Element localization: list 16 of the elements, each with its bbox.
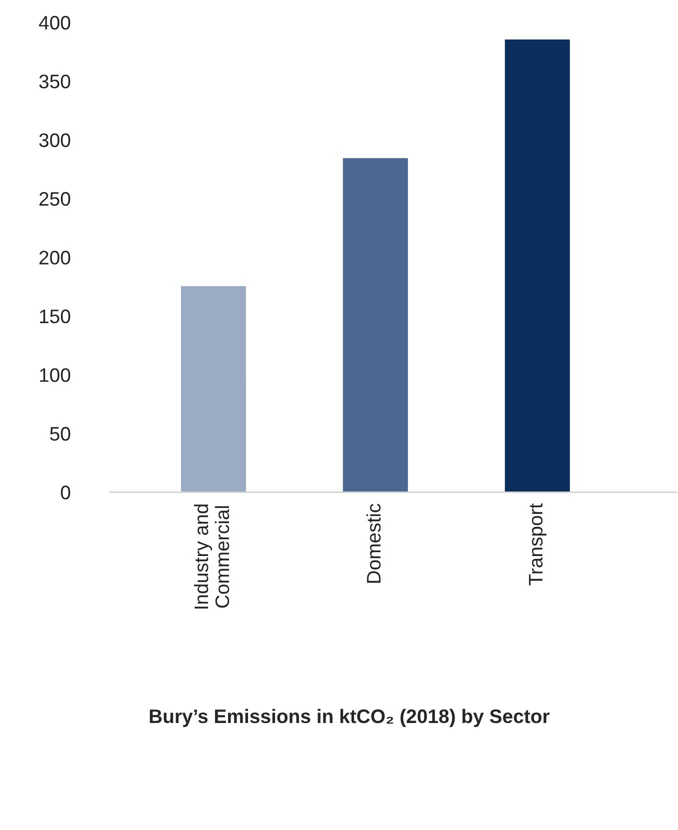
y-tick-label: 100 [40,368,70,382]
y-tick-label: 250 [39,192,70,206]
y-tick-label: 400 [38,16,70,30]
y-tick-label: 350 [39,74,70,88]
bar [180,284,248,492]
y-tick-label: 150 [40,309,70,324]
y-tick-label: 0 [60,486,70,500]
x-tick-label: Transport [529,503,546,586]
y-tick-label: 300 [39,133,70,148]
bar [503,38,572,492]
y-tick-label: 50 [50,426,70,441]
text: Bury’s Emissions in ktCO₂ (2018) by Sector [150,708,550,728]
bar [342,156,410,492]
y-tick-label: 200 [39,250,70,265]
x-tick-label: Industry and Commercial [194,504,230,609]
x-tick-label: Domestic [366,504,381,583]
